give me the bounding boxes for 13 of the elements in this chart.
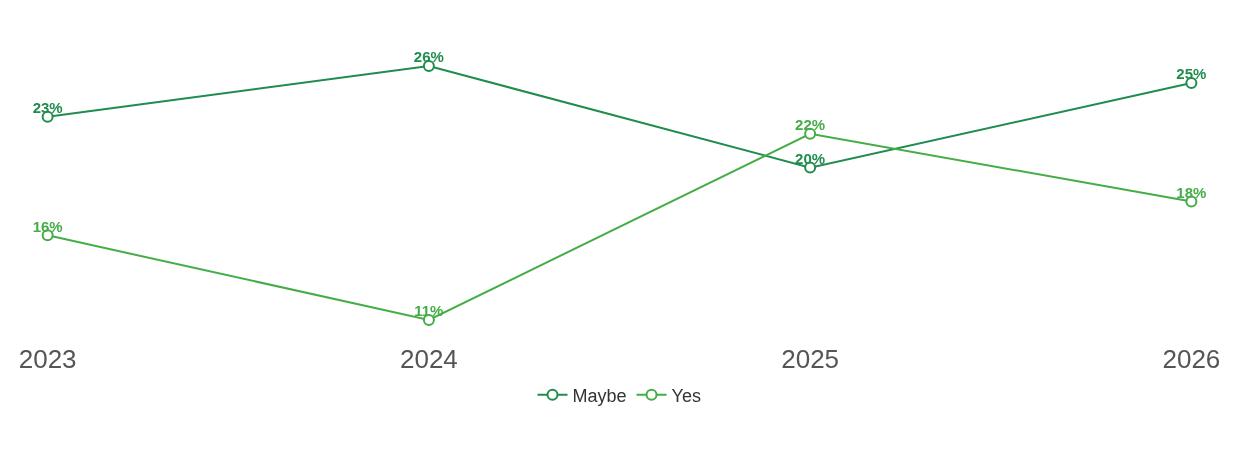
x-tick-label: 2025 [781, 344, 840, 374]
data-label: 25% [1176, 65, 1207, 83]
data-label: 16% [32, 217, 63, 235]
data-label: 26% [413, 48, 444, 66]
legend-label: Yes [671, 385, 701, 406]
x-tick-label: 2023 [18, 344, 77, 374]
data-label: 22% [795, 116, 826, 134]
data-label: 18% [1176, 183, 1207, 201]
data-label: 23% [32, 99, 63, 117]
x-tick-label: 2024 [399, 344, 458, 374]
x-tick-label: 2026 [1162, 344, 1221, 374]
data-label: 20% [795, 149, 826, 167]
legend-label: Maybe [572, 385, 627, 406]
